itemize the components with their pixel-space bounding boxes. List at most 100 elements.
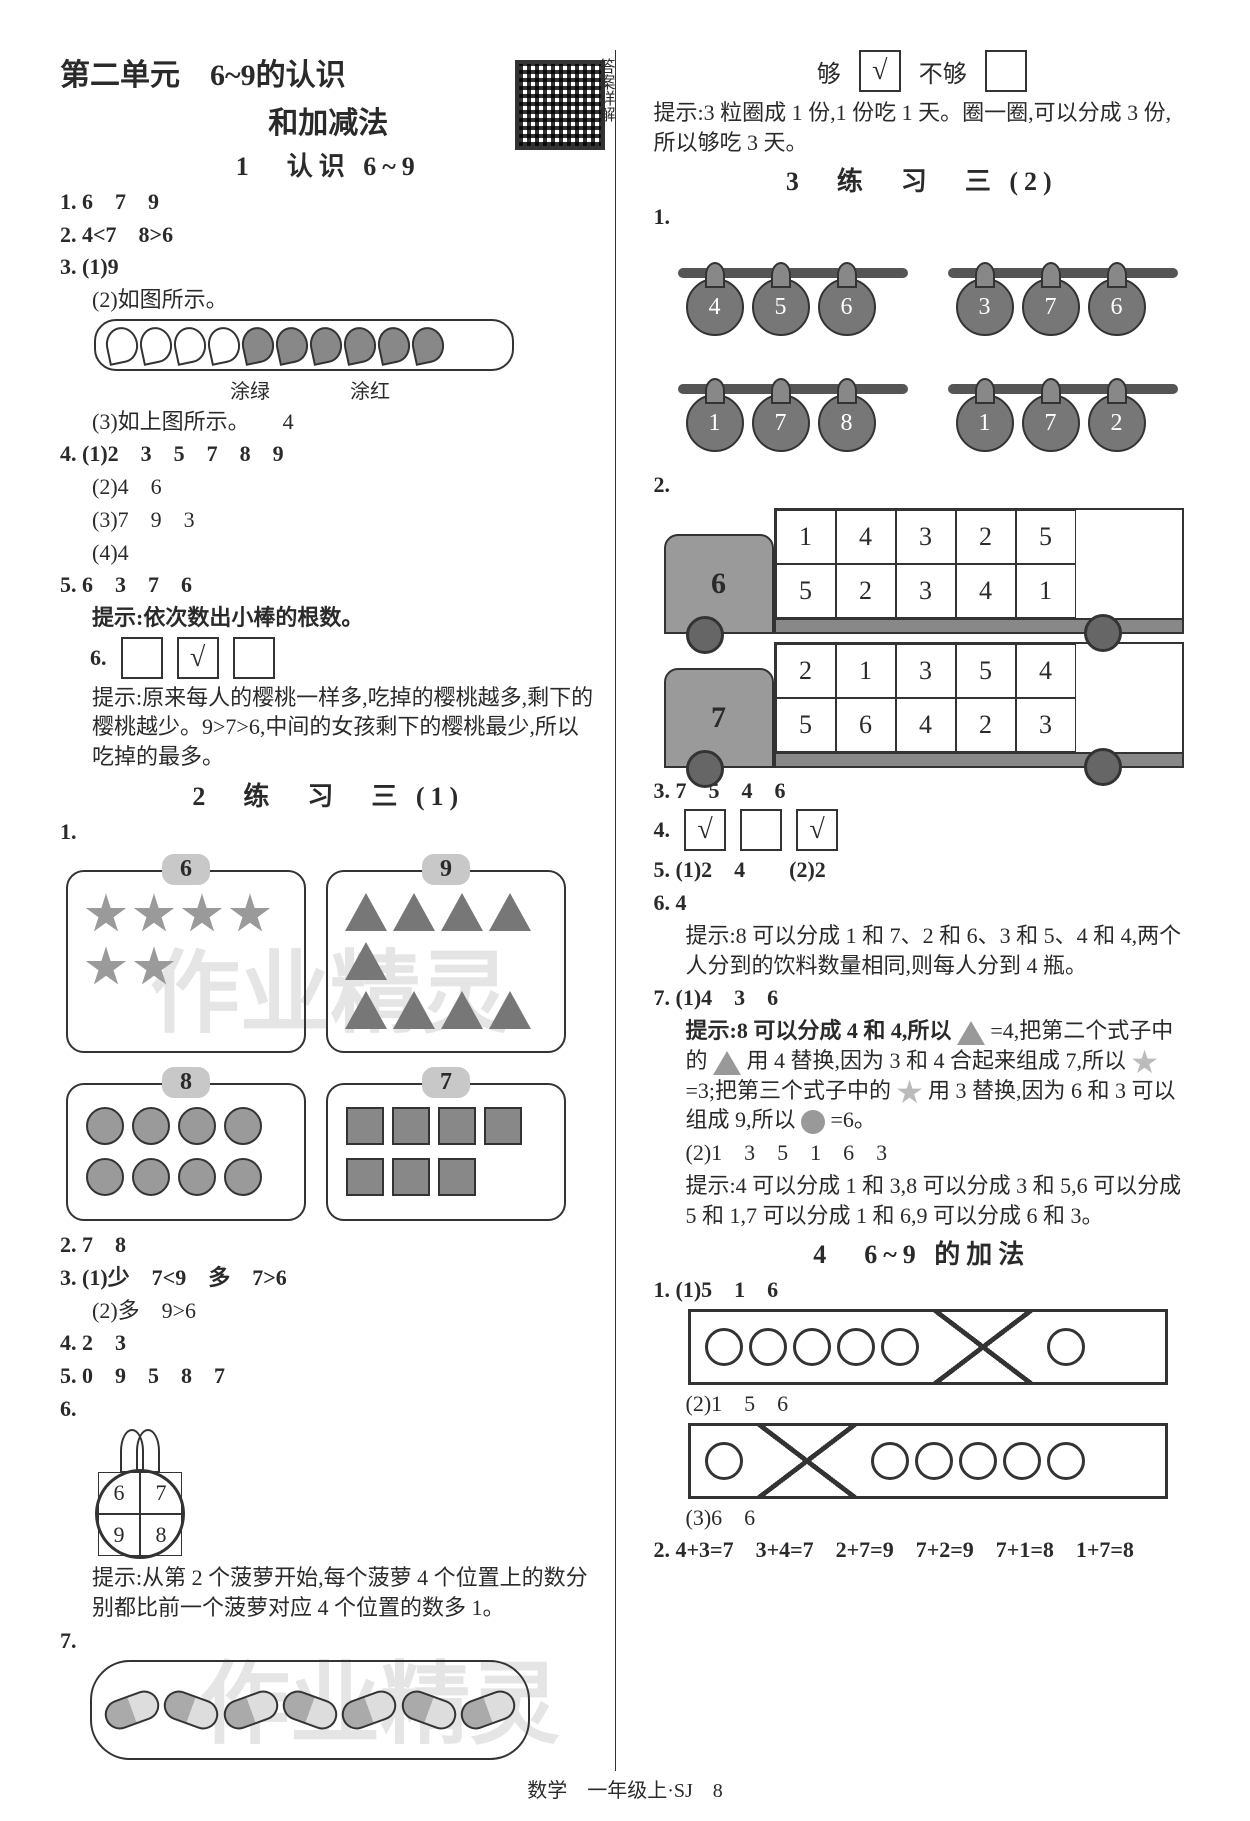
circles-card: 8: [66, 1083, 306, 1221]
triangle-icon: [713, 1051, 741, 1075]
pineapple-diagram: 6 7 9 8: [90, 1429, 190, 1559]
truck-cell: 2: [956, 698, 1016, 752]
qr-code: 答案详解: [505, 50, 615, 160]
s1-2: (2)1 5 6: [654, 1389, 1191, 1419]
pine-cell: 7: [140, 1472, 182, 1514]
truck-cell: 2: [956, 510, 1016, 564]
r4-boxes: 4. √ √: [654, 809, 1191, 851]
r6: 6. 4: [654, 888, 1191, 918]
apple: 1: [686, 394, 744, 452]
checkbox: [233, 637, 275, 679]
s1-3: (3)6 6: [654, 1503, 1191, 1533]
q4-1: 4. (1)2 3 5 7 8 9: [60, 439, 597, 469]
truck-2: 7 2 1 3 5 4 5 6 4 2 3: [664, 642, 1191, 768]
apple: 6: [1088, 278, 1146, 336]
truck-cell: 3: [896, 644, 956, 698]
r7-1: 7. (1)4 3 6: [654, 983, 1191, 1013]
circle-icon: [801, 1110, 825, 1134]
card-tab: 9: [422, 854, 470, 885]
enough-label: 够: [817, 54, 841, 89]
q4-4: (4)4: [60, 538, 597, 568]
p1-label: 1.: [60, 817, 597, 847]
q3-2: (2)如图所示。: [60, 285, 597, 315]
q6-label: 6.: [90, 645, 107, 671]
q6-boxes: 6. √: [90, 637, 597, 679]
apple: 7: [1022, 278, 1080, 336]
p3-1: 3. (1)少 7<9 多 7>6: [60, 1263, 597, 1293]
truck-cell: 3: [1016, 698, 1076, 752]
red-label: 涂红: [350, 375, 390, 404]
apples-row1: 4 5 6 3 7 6: [678, 238, 1191, 348]
star-icon: [897, 1079, 923, 1105]
checkbox-checked: √: [684, 809, 726, 851]
page-footer: 数学 一年级上·SJ 8: [527, 1774, 723, 1803]
section-2-title: 2 练 习 三 (1): [60, 776, 597, 813]
apple: 5: [752, 278, 810, 336]
checkbox-checked: √: [796, 809, 838, 851]
qr-pattern: [515, 60, 605, 150]
qr-label: 答案详解: [593, 58, 617, 122]
q6-hint: 提示:原来每人的樱桃一样多,吃掉的樱桃越多,剩下的樱桃越少。9>7>6,中间的女…: [60, 683, 597, 772]
truck-cab: 6: [664, 534, 774, 634]
p2: 2. 7 8: [60, 1230, 597, 1260]
q4-2: (2)4 6: [60, 472, 597, 502]
truck-cell: 5: [1016, 510, 1076, 564]
truck-cell: 5: [956, 644, 1016, 698]
truck-cell: 1: [776, 510, 836, 564]
truck-cell: 2: [836, 564, 896, 618]
card-tab: 7: [422, 1067, 470, 1098]
truck-bed: 1 4 3 2 5 5 2 3 4 1: [774, 508, 1184, 620]
p4: 4. 2 3: [60, 1328, 597, 1358]
p7-label: 7.: [60, 1626, 597, 1656]
circles-diagram-1: [688, 1309, 1168, 1385]
q3: 3. (1)9: [60, 252, 597, 282]
p6-hint: 提示:从第 2 个菠萝开始,每个菠萝 4 个位置上的数分别都比前一个菠萝对应 4…: [60, 1563, 597, 1622]
truck-cell: 4: [896, 698, 956, 752]
truck-cell: 2: [776, 644, 836, 698]
q2: 2. 4<7 8>6: [60, 220, 597, 250]
triangles-card: 9: [326, 870, 566, 1053]
s2: 2. 4+3=7 3+4=7 2+7=9 7+2=9 7+1=8 1+7=8: [654, 1535, 1191, 1565]
squares-card: 7: [326, 1083, 566, 1221]
truck-cell: 5: [776, 564, 836, 618]
s1-1: 1. (1)5 1 6: [654, 1275, 1191, 1305]
p6-label: 6.: [60, 1394, 597, 1424]
apple: 2: [1088, 394, 1146, 452]
truck-cab: 7: [664, 668, 774, 768]
green-label: 涂绿: [230, 375, 270, 404]
card-tab: 6: [162, 854, 210, 885]
card-tab: 8: [162, 1067, 210, 1098]
r7-2: (2)1 3 5 1 6 3: [654, 1138, 1191, 1168]
r5: 5. (1)2 4 (2)2: [654, 855, 1191, 885]
pills-diagram: [90, 1660, 530, 1760]
shape-cards-row2: 8 7: [60, 1077, 597, 1227]
section-4-title: 4 6~9 的加法: [654, 1234, 1191, 1271]
two-column-layout: 答案详解 第二单元 6~9的认识 和加减法 1 认识 6~9 1. 6 7 9 …: [60, 50, 1190, 1771]
q5-hint: 提示:依次数出小棒的根数。: [60, 603, 597, 633]
right-column: 够 √ 不够 提示:3 粒圈成 1 份,1 份吃 1 天。圈一圈,可以分成 3 …: [636, 50, 1191, 1771]
p3-2: (2)多 9>6: [60, 1296, 597, 1326]
section-3-title: 3 练 习 三 (2): [654, 161, 1191, 198]
truck-cell: 6: [836, 698, 896, 752]
r7-2-hint: 提示:4 可以分成 1 和 3,8 可以分成 3 和 5,6 可以分成 5 和 …: [654, 1171, 1191, 1230]
peas-diagram: [94, 319, 514, 371]
checkbox-checked: √: [177, 637, 219, 679]
truck-cell: 4: [956, 564, 1016, 618]
truck-1: 6 1 4 3 2 5 5 2 3 4 1: [664, 508, 1191, 634]
q4-3: (3)7 9 3: [60, 505, 597, 535]
truck-cell: 3: [896, 510, 956, 564]
apple: 7: [1022, 394, 1080, 452]
checkbox: [121, 637, 163, 679]
truck-cell: 4: [1016, 644, 1076, 698]
apple: 7: [752, 394, 810, 452]
left-column: 答案详解 第二单元 6~9的认识 和加减法 1 认识 6~9 1. 6 7 9 …: [60, 50, 616, 1771]
q1: 1. 6 7 9: [60, 187, 597, 217]
r6-hint: 提示:8 可以分成 1 和 7、2 和 6、3 和 5、4 和 4,两个人分到的…: [654, 921, 1191, 980]
triangle-icon: [957, 1021, 985, 1045]
truck-cell: 5: [776, 698, 836, 752]
pea-labels: 涂绿 涂红: [230, 375, 597, 404]
pine-cell: 6: [98, 1472, 140, 1514]
r4-label: 4.: [654, 817, 671, 843]
q3-3: (3)如上图所示。 4: [60, 407, 597, 437]
checkbox: [985, 50, 1027, 92]
